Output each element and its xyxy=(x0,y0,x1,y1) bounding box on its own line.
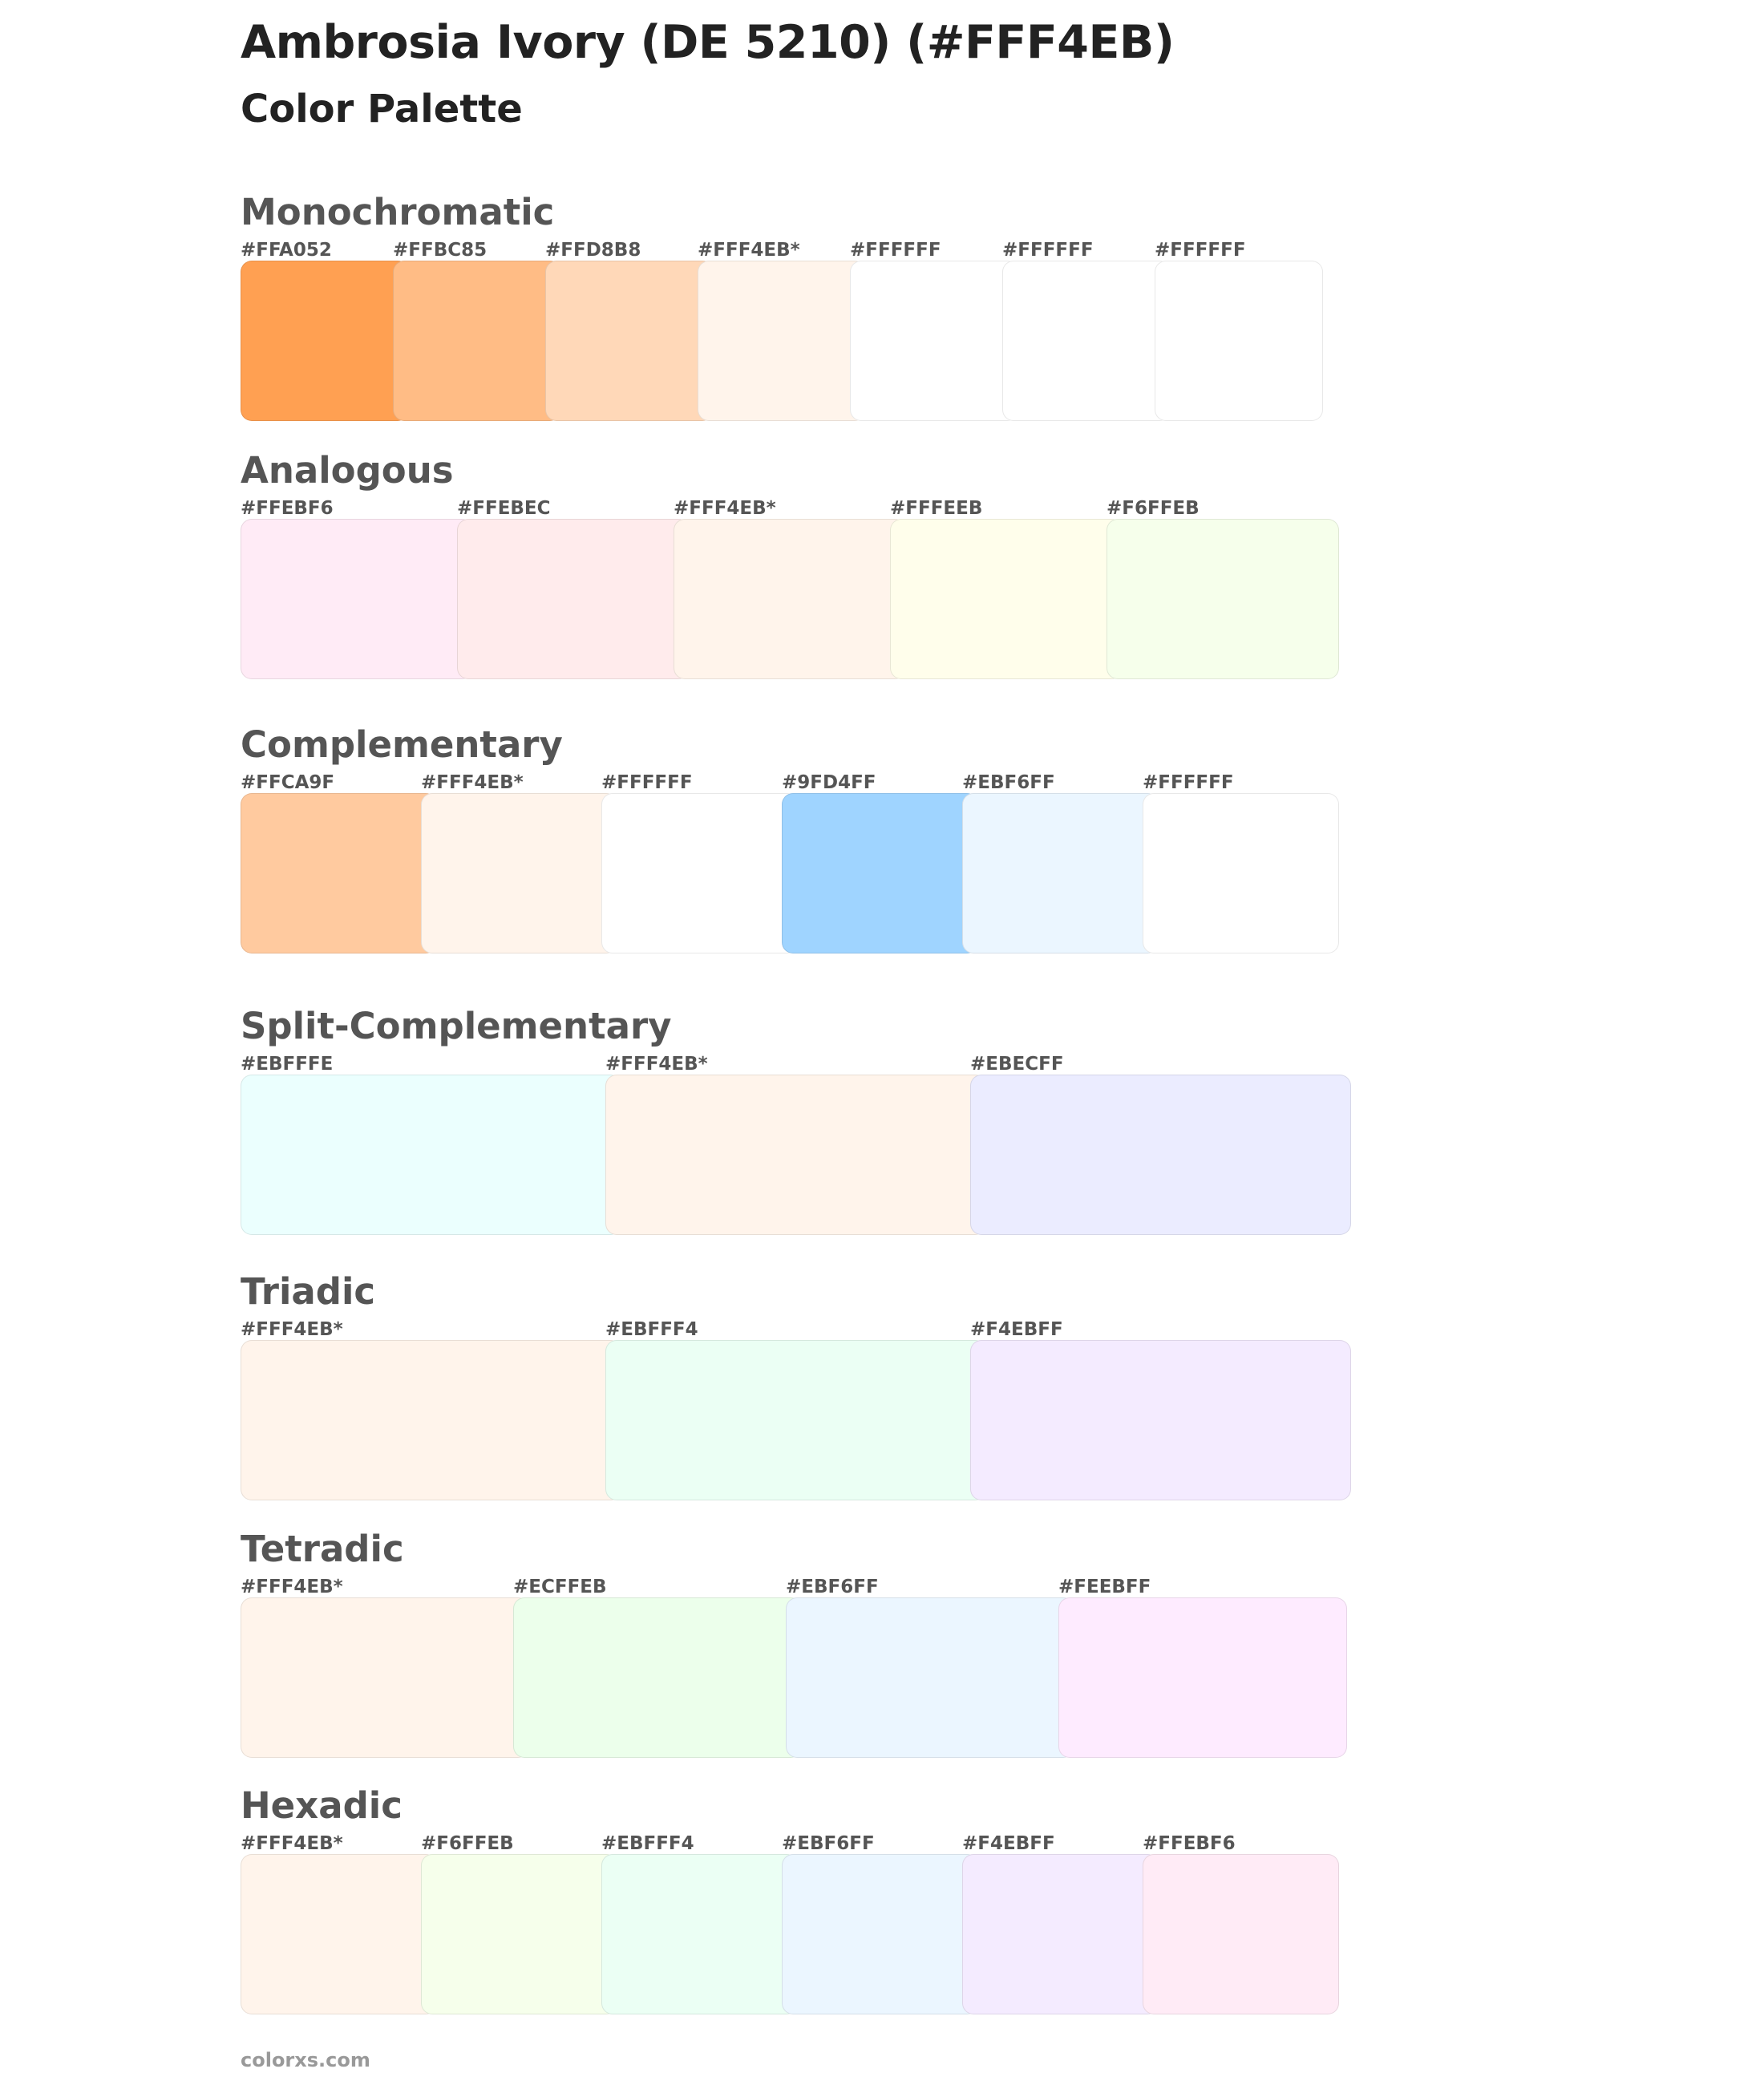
section-title: Split-Complementary xyxy=(241,1005,672,1047)
color-hex-label: #FFBC85 xyxy=(393,240,488,261)
site-credit[interactable]: colorxs.com xyxy=(241,2049,370,2071)
color-swatch[interactable] xyxy=(970,1340,1351,1500)
color-swatch[interactable] xyxy=(970,1075,1351,1235)
color-swatch[interactable] xyxy=(241,1340,621,1500)
color-swatch[interactable] xyxy=(1143,1854,1339,2014)
section-title: Tetradic xyxy=(241,1528,404,1570)
color-hex-label: #FFEBF6 xyxy=(241,498,334,519)
color-hex-label: #FFFEEB xyxy=(890,498,983,519)
color-hex-label: #FEEBFF xyxy=(1058,1577,1151,1597)
section-title: Triadic xyxy=(241,1270,376,1313)
color-hex-label: #FFF4EB* xyxy=(421,772,524,793)
section-title: Hexadic xyxy=(241,1784,403,1827)
color-hex-label: #FFEBEC xyxy=(457,498,551,519)
color-swatch[interactable] xyxy=(850,261,1018,421)
color-swatch[interactable] xyxy=(241,1597,529,1758)
color-swatch[interactable] xyxy=(1058,1597,1347,1758)
color-swatch[interactable] xyxy=(393,261,561,421)
color-hex-label: #FFF4EB* xyxy=(241,1577,343,1597)
color-hex-label: #F6FFEB xyxy=(421,1833,514,1854)
color-hex-label: #FFFFFF xyxy=(1002,240,1094,261)
color-swatch[interactable] xyxy=(421,1854,617,2014)
color-hex-label: #FFF4EB* xyxy=(241,1833,343,1854)
color-hex-label: #FFD8B8 xyxy=(545,240,641,261)
color-swatch[interactable] xyxy=(1107,519,1339,679)
color-hex-label: #EBF6FF xyxy=(786,1577,879,1597)
color-swatch[interactable] xyxy=(241,1854,437,2014)
section-title: Monochromatic xyxy=(241,191,555,233)
page-subtitle: Color Palette xyxy=(241,87,523,132)
color-swatch[interactable] xyxy=(513,1597,802,1758)
color-swatch[interactable] xyxy=(605,1340,986,1500)
color-hex-label: #F6FFEB xyxy=(1107,498,1200,519)
color-swatch[interactable] xyxy=(421,793,617,953)
color-hex-label: #FFF4EB* xyxy=(698,240,800,261)
color-swatch[interactable] xyxy=(601,793,798,953)
color-swatch[interactable] xyxy=(962,793,1159,953)
color-swatch[interactable] xyxy=(962,1854,1159,2014)
color-swatch[interactable] xyxy=(786,1597,1074,1758)
color-hex-label: #FFFFFF xyxy=(601,772,693,793)
color-swatch[interactable] xyxy=(1143,793,1339,953)
color-hex-label: #FFCA9F xyxy=(241,772,335,793)
color-swatch[interactable] xyxy=(241,261,409,421)
color-hex-label: #FFF4EB* xyxy=(605,1054,708,1075)
section-title: Analogous xyxy=(241,449,454,492)
color-hex-label: #FFFFFF xyxy=(1155,240,1246,261)
color-hex-label: #EBFFF4 xyxy=(605,1319,698,1340)
color-swatch[interactable] xyxy=(674,519,906,679)
color-swatch[interactable] xyxy=(782,793,978,953)
color-hex-label: #FFEBF6 xyxy=(1143,1833,1236,1854)
color-hex-label: #F4EBFF xyxy=(970,1319,1063,1340)
color-hex-label: #FFFFFF xyxy=(850,240,941,261)
color-hex-label: #FFF4EB* xyxy=(241,1319,343,1340)
color-swatch[interactable] xyxy=(1155,261,1323,421)
color-swatch[interactable] xyxy=(698,261,866,421)
color-swatch[interactable] xyxy=(545,261,714,421)
color-swatch[interactable] xyxy=(241,793,437,953)
color-hex-label: #EBECFF xyxy=(970,1054,1064,1075)
color-hex-label: #EBF6FF xyxy=(962,772,1055,793)
color-hex-label: #F4EBFF xyxy=(962,1833,1055,1854)
page-title: Ambrosia Ivory (DE 5210) (#FFF4EB) xyxy=(241,16,1175,69)
section-title: Complementary xyxy=(241,723,563,766)
color-swatch[interactable] xyxy=(890,519,1123,679)
color-hex-label: #FFA052 xyxy=(241,240,332,261)
color-hex-label: #FFFFFF xyxy=(1143,772,1234,793)
color-swatch[interactable] xyxy=(782,1854,978,2014)
color-hex-label: #EBFFF4 xyxy=(601,1833,694,1854)
color-swatch[interactable] xyxy=(601,1854,798,2014)
color-swatch[interactable] xyxy=(605,1075,986,1235)
color-swatch[interactable] xyxy=(241,519,473,679)
color-hex-label: #EBFFFE xyxy=(241,1054,334,1075)
color-hex-label: #9FD4FF xyxy=(782,772,876,793)
color-swatch[interactable] xyxy=(457,519,690,679)
color-hex-label: #ECFFEB xyxy=(513,1577,607,1597)
color-hex-label: #EBF6FF xyxy=(782,1833,875,1854)
color-hex-label: #FFF4EB* xyxy=(674,498,776,519)
color-swatch[interactable] xyxy=(1002,261,1171,421)
color-swatch[interactable] xyxy=(241,1075,621,1235)
